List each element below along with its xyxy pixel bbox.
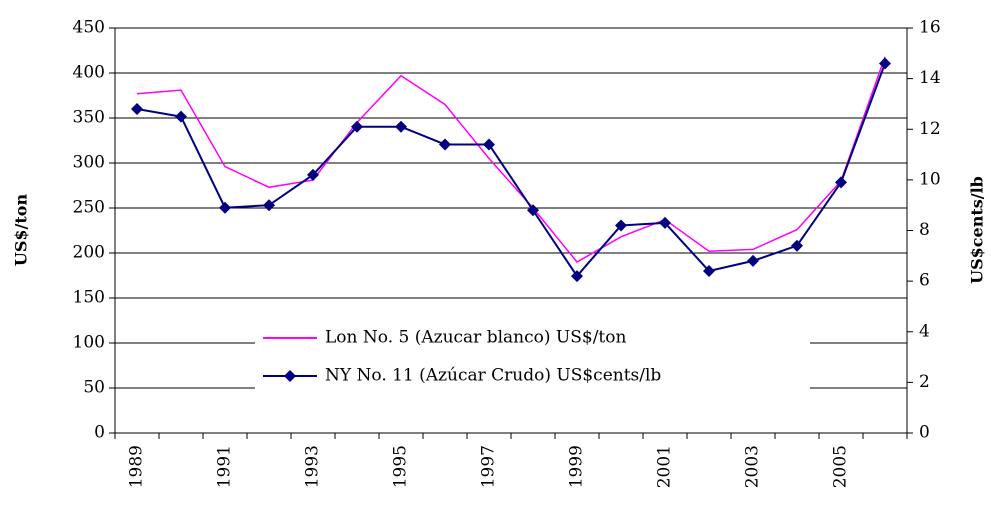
x-tick-label: 1995 [391,445,411,488]
y2-tick-label: 8 [919,220,930,240]
x-tick-label: 2001 [655,445,675,488]
marker [483,138,495,151]
x-tick-label: 1989 [127,445,147,488]
y2-tick-label: 16 [919,18,941,38]
marker [571,270,583,283]
y2-tick-label: 14 [919,68,941,88]
marker [835,176,847,189]
marker [263,199,275,212]
marker [307,168,319,181]
y-tick-label: 0 [94,423,105,443]
x-tick-label: 1993 [303,445,323,488]
y-axis-label: US$/ton [12,194,31,267]
y2-tick-label: 2 [919,372,930,392]
y2-tick-label: 12 [919,119,941,139]
legend-marker [284,370,296,382]
marker [615,219,627,232]
y-tick-label: 200 [73,243,105,263]
marker [527,204,539,217]
marker [659,216,671,229]
x-tick-label: 2003 [743,445,763,488]
y2-tick-label: 0 [919,423,930,443]
marker [175,110,187,123]
y-tick-label: 450 [73,18,105,38]
x-tick-label: 2005 [831,445,851,488]
y-tick-label: 150 [73,288,105,308]
y-tick-label: 100 [73,333,105,353]
marker [439,138,451,151]
y-tick-label: 300 [73,153,105,173]
y2-tick-label: 4 [919,321,930,341]
series-line [136,63,886,278]
marker [879,57,891,70]
marker [395,120,407,133]
marker [219,201,231,214]
marker [131,103,143,115]
marker [791,239,803,252]
marker [703,265,715,277]
marker [351,120,363,133]
y-tick-label: 250 [73,198,105,218]
x-tick-label: 1991 [215,445,235,488]
y-tick-label: 400 [73,63,105,83]
x-tick-label: 1997 [479,445,499,488]
x-tick-label: 1999 [567,445,587,488]
legend-label: Lon No. 5 (Azucar blanco) US$/ton [325,328,626,348]
y-tick-label: 350 [73,108,105,128]
marker [747,254,759,267]
legend-box [255,318,810,396]
series-line [136,56,886,263]
y2-axis-label: US$cents/lb [968,176,987,284]
y-tick-label: 50 [83,378,105,398]
y2-tick-label: 10 [919,169,941,189]
y2-tick-label: 6 [919,271,930,291]
legend-label: NY No. 11 (Azúcar Crudo) US$cents/lb [325,366,661,386]
